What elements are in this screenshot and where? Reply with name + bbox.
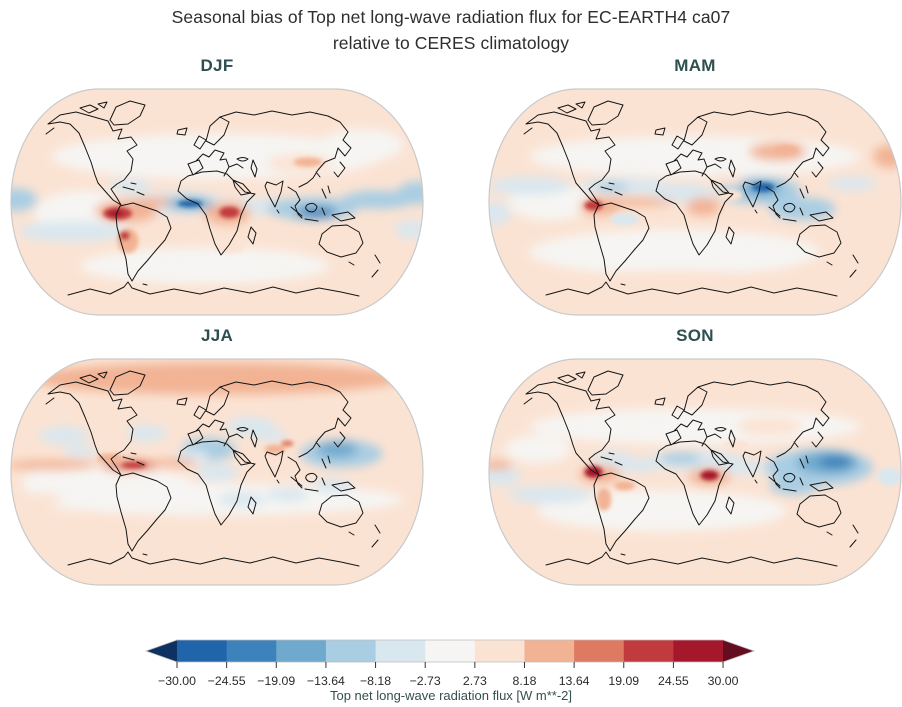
svg-text:2.73: 2.73 bbox=[463, 674, 487, 688]
map-panel-mam bbox=[488, 88, 902, 316]
map-panel-son bbox=[488, 358, 902, 586]
panel-title-son: SON bbox=[676, 326, 714, 345]
svg-text:24.55: 24.55 bbox=[658, 674, 689, 688]
svg-text:30.00: 30.00 bbox=[708, 674, 739, 688]
map-panel-djf bbox=[10, 88, 424, 316]
colorbar-label: Top net long-wave radiation flux [W m**-… bbox=[329, 688, 573, 703]
panel-title-jja: JJA bbox=[200, 326, 234, 345]
colorbar: −30.00 −24.55 −19.09 −13.64 −8.18 −2.73 2.73 8.… bbox=[144, 639, 756, 688]
svg-text:−13.64: −13.64 bbox=[307, 674, 345, 688]
map-panel-jja bbox=[10, 358, 424, 586]
svg-text:13.64: 13.64 bbox=[559, 674, 590, 688]
panel-title-mam: MAM bbox=[674, 56, 716, 75]
svg-text:−30.00: −30.00 bbox=[158, 674, 196, 688]
svg-text:8.18: 8.18 bbox=[513, 674, 537, 688]
panel-title-djf: DJF bbox=[200, 56, 234, 75]
svg-text:19.09: 19.09 bbox=[608, 674, 639, 688]
figure-title: Seasonal bias of Top net long-wave radia… bbox=[171, 7, 731, 53]
svg-text:−19.09: −19.09 bbox=[257, 674, 295, 688]
svg-text:−2.73: −2.73 bbox=[410, 674, 441, 688]
svg-text:−24.55: −24.55 bbox=[208, 674, 246, 688]
svg-text:−8.18: −8.18 bbox=[360, 674, 391, 688]
